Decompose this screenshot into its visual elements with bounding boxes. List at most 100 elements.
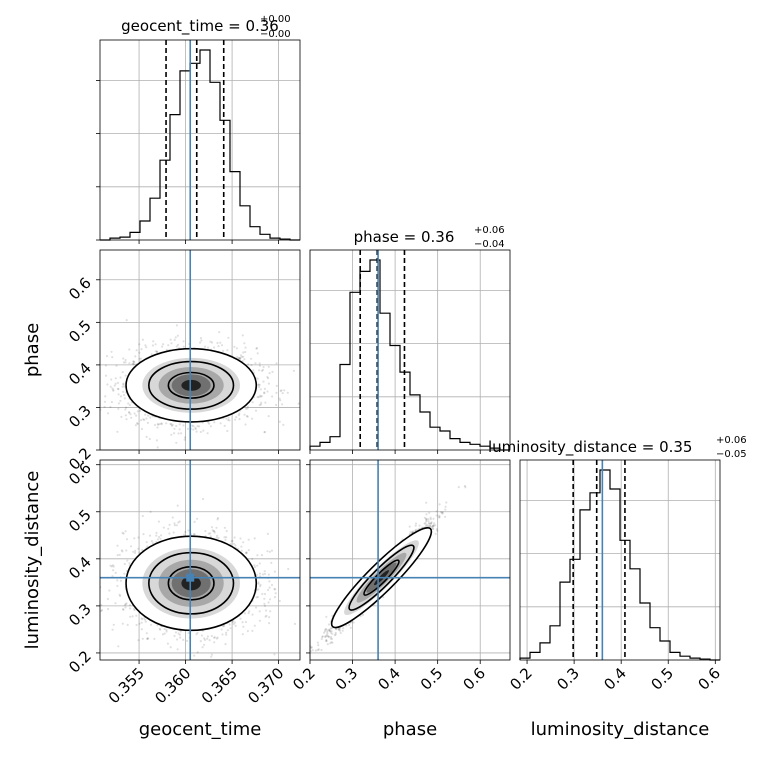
- sample-point: [210, 655, 213, 658]
- sample-point: [257, 383, 260, 386]
- sample-point: [123, 397, 126, 400]
- sample-point: [112, 389, 115, 392]
- sample-point: [129, 545, 133, 548]
- sample-point: [163, 632, 166, 635]
- sample-point: [234, 624, 237, 628]
- title-geocent-time-plus: +0.00: [260, 14, 291, 25]
- sample-point: [239, 357, 242, 360]
- sample-point: [128, 562, 131, 565]
- sample-point: [155, 534, 158, 537]
- sample-point: [119, 376, 122, 379]
- sample-point: [233, 621, 237, 624]
- sample-point: [224, 643, 227, 646]
- sample-point: [176, 504, 179, 507]
- sample-point: [251, 629, 254, 633]
- sample-point: [153, 637, 156, 641]
- sample-point: [155, 439, 158, 442]
- panel-frame: [519, 459, 721, 661]
- sample-point: [173, 524, 176, 527]
- sample-point: [310, 646, 313, 649]
- sample-point: [257, 396, 260, 399]
- sample-point: [128, 607, 132, 610]
- sample-point: [263, 597, 266, 600]
- sample-point: [263, 570, 266, 573]
- density-layer: [100, 497, 297, 658]
- sample-point: [122, 608, 125, 611]
- sample-point: [241, 334, 244, 337]
- sample-point: [139, 409, 142, 412]
- sample-point: [148, 437, 151, 441]
- sample-point: [119, 399, 122, 402]
- sample-point: [271, 395, 274, 398]
- sample-point: [187, 631, 190, 635]
- x-tick-label: 0.370: [244, 664, 287, 707]
- sample-point: [112, 569, 115, 572]
- sample-point: [175, 324, 178, 327]
- sample-point: [92, 377, 94, 379]
- sample-point: [131, 615, 134, 618]
- sample-point: [124, 603, 127, 606]
- sample-point: [258, 385, 261, 388]
- sample-point: [152, 340, 155, 343]
- sample-point: [209, 425, 212, 428]
- sample-point: [114, 571, 117, 575]
- sample-point: [203, 638, 207, 642]
- x-tick-label: 0.5: [417, 664, 447, 694]
- sample-point: [104, 374, 108, 377]
- sample-point: [263, 392, 266, 395]
- sample-point: [231, 620, 234, 624]
- sample-point: [232, 622, 235, 626]
- sample-point: [132, 362, 135, 365]
- y-tick-label: 0.3: [65, 600, 95, 630]
- sample-point: [328, 628, 331, 631]
- sample-point: [228, 623, 231, 626]
- sample-point: [150, 540, 153, 543]
- sample-point: [267, 588, 270, 592]
- sample-point: [117, 645, 120, 648]
- sample-point: [183, 533, 186, 536]
- sample-point: [259, 395, 262, 398]
- sample-point: [118, 593, 121, 596]
- histogram-step: [100, 49, 300, 241]
- sample-point: [122, 357, 125, 360]
- sample-point: [106, 597, 109, 601]
- sample-point: [176, 343, 180, 346]
- sample-point: [103, 400, 107, 403]
- sample-point: [259, 394, 262, 397]
- sample-point: [125, 602, 128, 605]
- sample-point: [141, 618, 144, 621]
- sample-point: [283, 389, 286, 392]
- sample-point: [114, 382, 117, 385]
- sample-point: [213, 636, 216, 639]
- sample-point: [259, 388, 262, 391]
- sample-point: [237, 356, 240, 360]
- sample-point: [162, 526, 165, 529]
- sample-point: [236, 356, 239, 359]
- sample-point: [136, 410, 139, 413]
- sample-point: [119, 395, 122, 398]
- sample-point: [273, 587, 276, 591]
- sample-point: [178, 633, 181, 636]
- sample-point: [155, 531, 158, 535]
- sample-point: [266, 532, 269, 536]
- sample-point: [199, 640, 202, 643]
- sample-point: [116, 430, 119, 433]
- contour-line: [167, 371, 215, 399]
- sample-point: [263, 604, 266, 608]
- sample-point: [274, 592, 277, 595]
- sample-point: [255, 347, 259, 350]
- sample-point: [193, 654, 196, 657]
- sample-point: [143, 617, 146, 620]
- sample-point: [240, 549, 243, 552]
- sample-point: [213, 641, 216, 644]
- sample-point: [260, 554, 264, 557]
- sample-point: [141, 637, 144, 640]
- sample-point: [268, 580, 271, 583]
- histogram-geocent-time: [96, 39, 301, 244]
- sample-point: [278, 397, 281, 400]
- sample-point: [146, 421, 149, 424]
- sample-point: [114, 602, 117, 605]
- sample-point: [137, 536, 140, 539]
- sample-point: [180, 432, 183, 435]
- sample-point: [255, 347, 258, 350]
